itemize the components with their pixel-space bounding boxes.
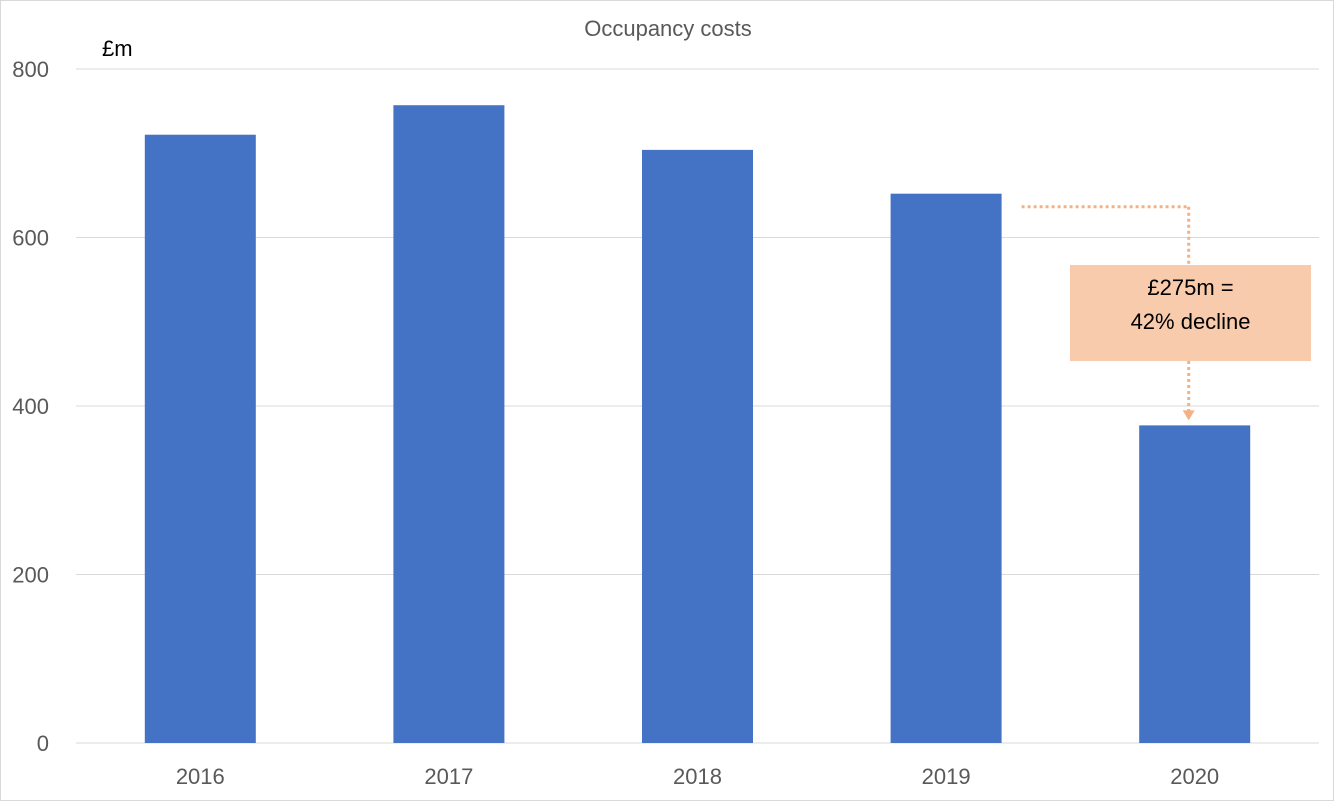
annotation-line-1: £275m = <box>1147 275 1233 300</box>
x-tick-label: 2018 <box>673 764 722 789</box>
bars <box>144 105 1251 744</box>
decline-annotation: £275m = 42% decline <box>1021 205 1311 421</box>
bar-2017 <box>393 105 505 744</box>
chart-title: Occupancy costs <box>584 16 752 41</box>
y-axis-ticks: 0 200 400 600 800 <box>12 57 49 756</box>
y-tick-label: 800 <box>12 57 49 82</box>
y-tick-label: 400 <box>12 394 49 419</box>
y-tick-label: 200 <box>12 563 49 588</box>
y-axis-unit-label: £m <box>102 36 133 61</box>
x-axis-ticks: 2016 2017 2018 2019 2020 <box>176 764 1219 789</box>
x-tick-label: 2016 <box>176 764 225 789</box>
bar-2020 <box>1139 425 1251 743</box>
arrow-head-icon <box>1182 410 1195 421</box>
bar-2019 <box>890 193 1002 743</box>
x-tick-label: 2019 <box>922 764 971 789</box>
y-tick-label: 600 <box>12 226 49 251</box>
bar-2016 <box>144 134 256 744</box>
bar-2018 <box>642 149 753 743</box>
annotation-line-2: 42% decline <box>1131 309 1251 334</box>
annotation-box <box>1070 265 1311 361</box>
x-tick-label: 2020 <box>1170 764 1219 789</box>
x-tick-label: 2017 <box>424 764 473 789</box>
y-tick-label: 0 <box>37 731 49 756</box>
